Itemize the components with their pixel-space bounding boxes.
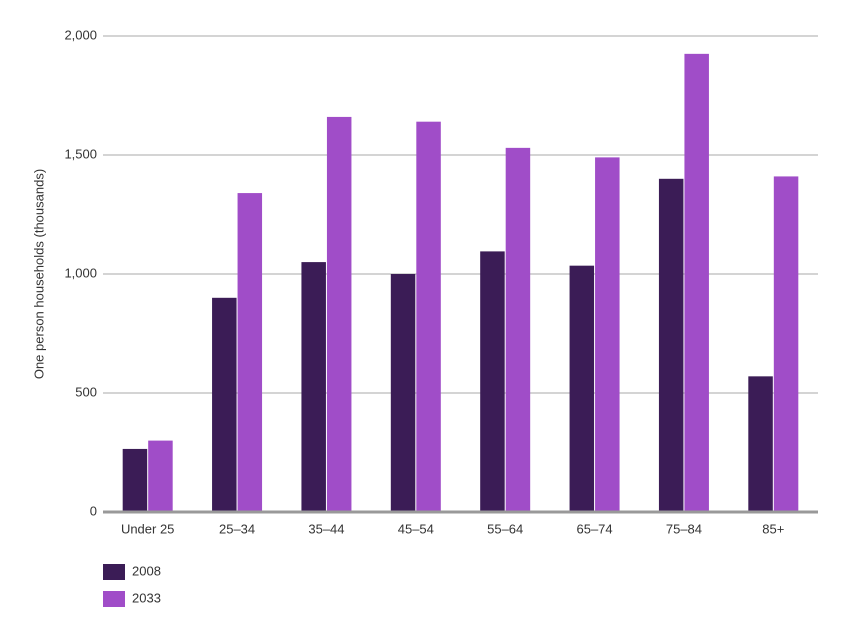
bar xyxy=(748,376,773,512)
y-tick-label: 2,000 xyxy=(64,27,97,42)
bar xyxy=(416,121,441,513)
x-tick-label: 45–54 xyxy=(398,521,434,536)
x-tick-label: 75–84 xyxy=(666,521,702,536)
legend-swatch xyxy=(103,564,125,580)
bar xyxy=(595,157,620,512)
y-tick-label: 1,500 xyxy=(64,146,97,161)
bar xyxy=(212,297,237,512)
x-tick-label: 35–44 xyxy=(308,521,344,536)
legend-swatch xyxy=(103,591,125,607)
bar xyxy=(390,274,416,512)
y-tick-label: 0 xyxy=(90,503,97,518)
y-tick-label: 500 xyxy=(75,384,97,399)
x-tick-label: 65–74 xyxy=(576,521,612,536)
legend-label: 2008 xyxy=(132,563,161,578)
y-tick-label: 1,000 xyxy=(64,265,97,280)
bar xyxy=(569,265,595,512)
bar xyxy=(480,251,505,512)
legend-label: 2033 xyxy=(132,590,161,605)
x-tick-label: 25–34 xyxy=(219,521,255,536)
bar xyxy=(301,262,326,512)
bar xyxy=(122,448,148,512)
bar xyxy=(773,176,799,513)
bar xyxy=(505,147,531,513)
y-axis-label: One person households (thousands) xyxy=(31,169,46,379)
bar xyxy=(148,440,173,512)
bar xyxy=(658,178,684,513)
bar xyxy=(684,53,709,512)
x-tick-label: 55–64 xyxy=(487,521,523,536)
bar xyxy=(237,193,263,512)
x-tick-label: 85+ xyxy=(762,521,784,536)
bar xyxy=(326,116,352,513)
x-tick-label: Under 25 xyxy=(121,521,174,536)
